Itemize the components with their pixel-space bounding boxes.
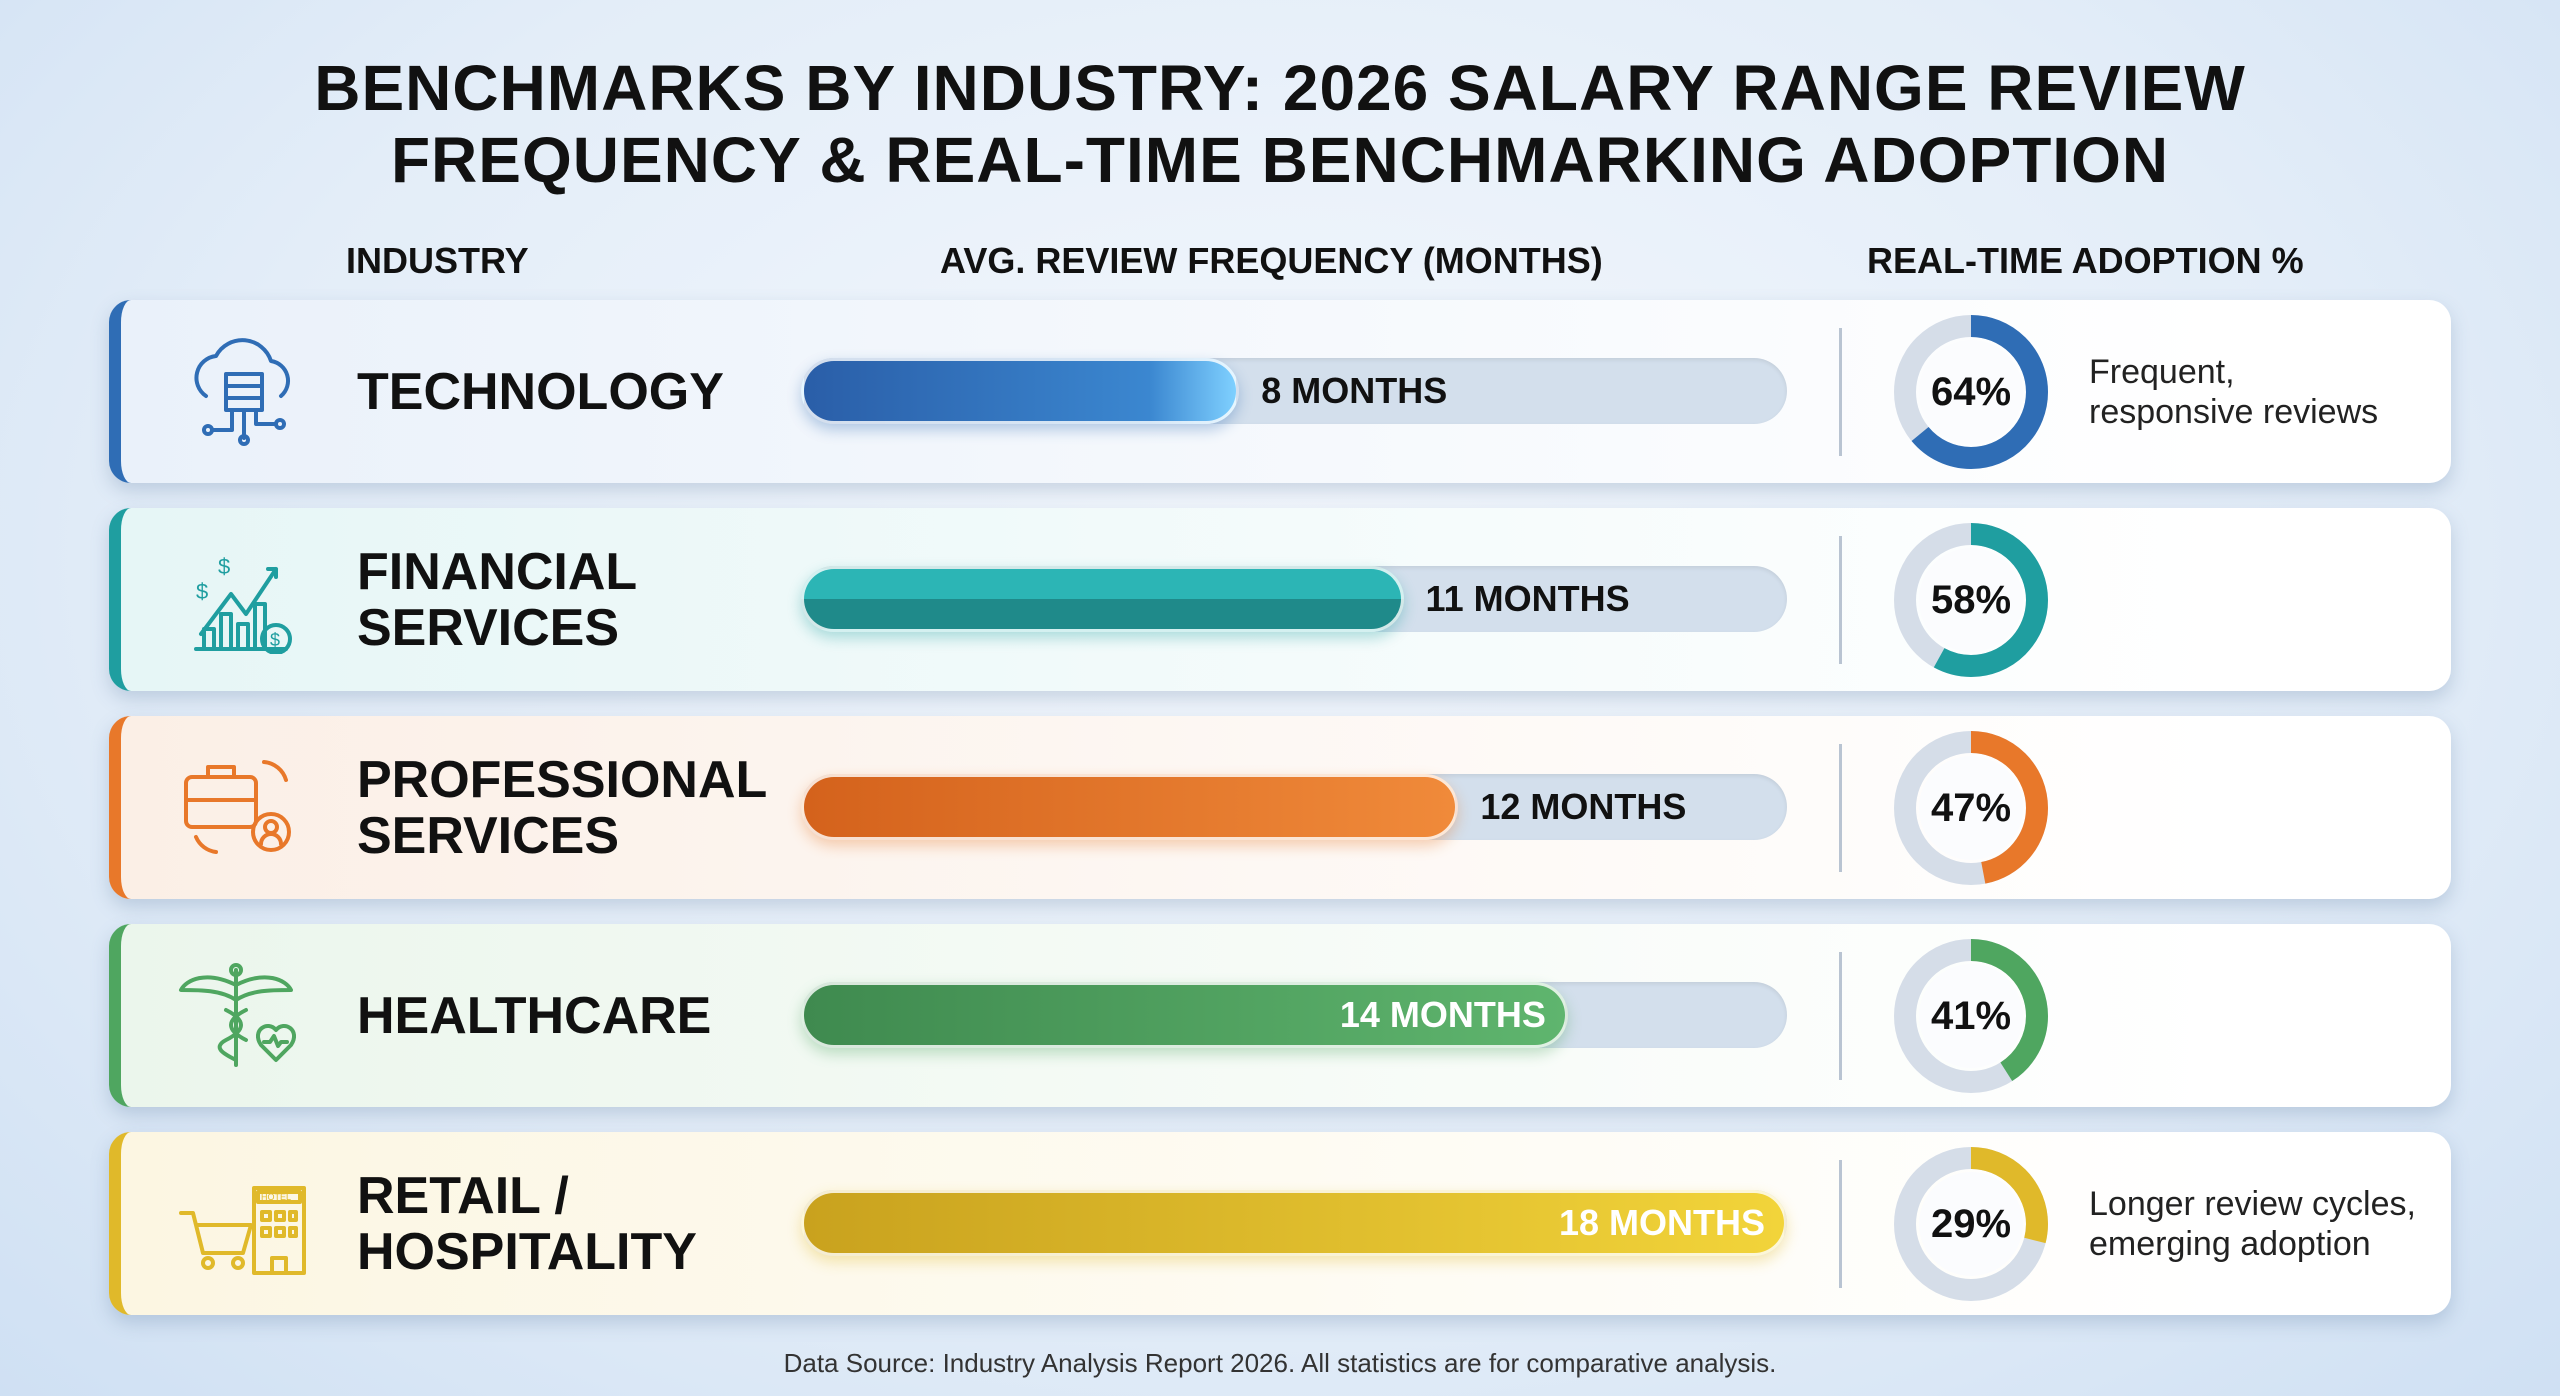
frequency-bar [801, 774, 1459, 840]
column-divider [1839, 744, 1842, 872]
adoption-value: 64% [1931, 370, 2011, 414]
donut-arc [1894, 315, 2048, 469]
briefcase-gear-icon [184, 760, 291, 854]
frequency-bar [801, 982, 1568, 1048]
svg-text:$: $ [218, 554, 230, 579]
industry-row: PROFESSIONAL SERVICES 12 MONTHS 47% [109, 716, 2451, 899]
frequency-bar-label: 14 MONTHS [1339, 994, 1546, 1035]
industry-row: $ $ $ FINANCIAL SERVICES 11 MONTHS 58% [109, 508, 2451, 691]
frequency-bar-track: 12 MONTHS [801, 774, 1787, 840]
donut-center [1919, 756, 2023, 860]
adoption-note-line: responsive reviews [2089, 392, 2379, 431]
adoption-note-line: emerging adoption [2089, 1224, 2371, 1263]
adoption-donut: 41% [1894, 939, 2048, 1093]
industry-label: HEALTHCARE [357, 924, 711, 1107]
adoption-note: Frequent, responsive reviews [2089, 300, 2378, 483]
industry-label-line: FINANCIAL [357, 542, 638, 601]
adoption-donut: 64% [1894, 315, 2048, 469]
title-line-2: FREQUENCY & REAL-TIME BENCHMARKING ADOPT… [390, 124, 2170, 196]
donut-arc [1894, 731, 2048, 885]
frequency-bar-track: 11 MONTHS [801, 566, 1787, 632]
adoption-donut: 29% [1894, 1147, 2048, 1301]
industry-label-line: TECHNOLOGY [357, 362, 724, 421]
adoption-value: 29% [1931, 1202, 2011, 1246]
adoption-donut: 47% [1894, 731, 2048, 885]
frequency-bar-label: 18 MONTHS [1558, 1202, 1765, 1243]
finance-chart-icon: $ $ $ [194, 554, 292, 654]
donut-center [1919, 1172, 2023, 1276]
page-title: BENCHMARKS BY INDUSTRY: 2026 SALARY RANG… [0, 52, 2560, 196]
frequency-bar [801, 358, 1240, 424]
industry-label-line: PROFESSIONAL [357, 750, 768, 809]
adoption-note-line: Longer review cycles, [2089, 1184, 2416, 1223]
svg-text:$: $ [270, 630, 280, 650]
industry-label-line: RETAIL / [357, 1166, 569, 1225]
adoption-value: 41% [1931, 994, 2011, 1038]
donut-arc [1894, 1147, 2048, 1301]
cloud-server-icon [194, 338, 291, 446]
adoption-donut: 58% [1894, 523, 2048, 677]
column-divider [1839, 1160, 1842, 1288]
frequency-bar-label: 11 MONTHS [1425, 578, 1630, 619]
header-industry: INDUSTRY [346, 240, 529, 281]
industry-label-line: HOSPITALITY [357, 1222, 697, 1281]
frequency-bar-label: 8 MONTHS [1261, 370, 1448, 411]
frequency-bar [801, 566, 1404, 632]
industry-label-line: SERVICES [357, 806, 620, 865]
frequency-bar [801, 1190, 1787, 1256]
industry-label: PROFESSIONAL SERVICES [357, 716, 767, 899]
frequency-bar-track: 14 MONTHS [801, 982, 1787, 1048]
svg-text:HOTEL: HOTEL [261, 1192, 291, 1202]
adoption-note: Longer review cycles, emerging adoption [2089, 1132, 2416, 1315]
adoption-note-line: Frequent, [2089, 352, 2235, 391]
industry-row: HEALTHCARE 14 MONTHS 41% [109, 924, 2451, 1107]
industry-label-line: HEALTHCARE [357, 986, 712, 1045]
column-divider [1839, 952, 1842, 1080]
frequency-bar-track: 18 MONTHS [801, 1190, 1787, 1256]
svg-text:$: $ [196, 579, 208, 604]
frequency-bar-track: 8 MONTHS [801, 358, 1787, 424]
industry-row: HOTEL RETAIL / HOSPITALITY 18 MONTHS 29% … [109, 1132, 2451, 1315]
column-divider [1839, 328, 1842, 456]
title-line-1: BENCHMARKS BY INDUSTRY: 2026 SALARY RANG… [314, 52, 2246, 124]
header-adoption: REAL-TIME ADOPTION % [1867, 240, 2304, 281]
donut-arc [1894, 939, 2048, 1093]
adoption-value: 58% [1931, 578, 2011, 622]
frequency-bar-label: 12 MONTHS [1480, 786, 1687, 827]
donut-center [1919, 340, 2023, 444]
industry-label: FINANCIAL SERVICES [357, 508, 637, 691]
donut-center [1919, 964, 2023, 1068]
header-frequency: AVG. REVIEW FREQUENCY (MONTHS) [940, 240, 1603, 281]
industry-label: TECHNOLOGY [357, 300, 724, 483]
donut-center [1919, 548, 2023, 652]
cart-hotel-icon: HOTEL [179, 1186, 306, 1275]
industry-label-line: SERVICES [357, 598, 620, 657]
donut-arc [1894, 523, 2048, 677]
industry-row: TECHNOLOGY 8 MONTHS 64% Frequent, respons… [109, 300, 2451, 483]
industry-label: RETAIL / HOSPITALITY [357, 1132, 697, 1315]
caduceus-heart-icon [179, 963, 296, 1067]
column-divider [1839, 536, 1842, 664]
adoption-value: 47% [1931, 786, 2011, 830]
footer-source: Data Source: Industry Analysis Report 20… [783, 1348, 1777, 1378]
